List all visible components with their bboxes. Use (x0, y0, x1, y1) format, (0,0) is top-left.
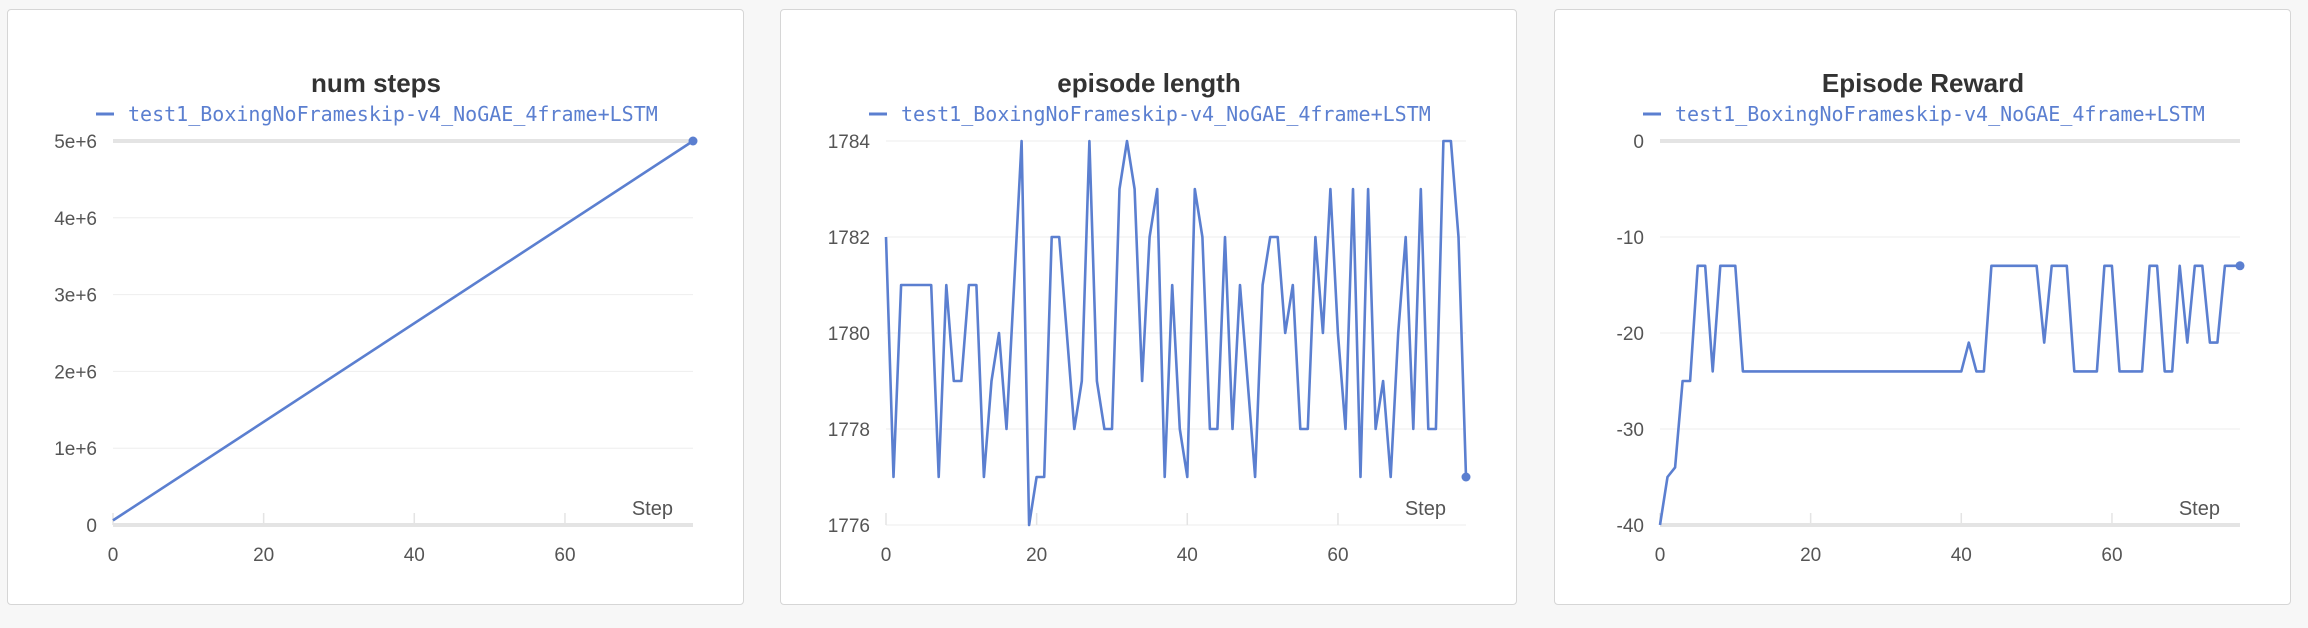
x-tick-label: 60 (554, 545, 575, 566)
y-tick-labels: -40 -30 -20 -10 0 (1617, 132, 1644, 537)
y-tick-label: 1778 (828, 420, 870, 441)
x-axis-label: Step (632, 498, 673, 520)
y-tick-label: -10 (1617, 228, 1644, 249)
x-tick-label: 20 (1800, 545, 1821, 566)
x-tick-label: 20 (1026, 545, 1047, 566)
y-tick-label: -40 (1617, 516, 1644, 537)
y-tick-label: 1776 (828, 516, 870, 537)
x-axis-label: Step (1405, 498, 1446, 520)
legend-label: test1_BoxingNoFrameskip-v4_NoGAE_4frame+… (128, 102, 658, 126)
x-tick-labels: 0 20 40 60 (108, 545, 576, 566)
x-tick-marks (885, 513, 1339, 525)
x-tick-label: 20 (253, 545, 274, 566)
y-tick-label: 1782 (828, 228, 870, 249)
chart-svg: episode length test1_BoxingNoFrameskip-v… (828, 68, 1471, 566)
x-tick-label: 40 (404, 545, 425, 566)
gridlines (113, 139, 693, 527)
plot-area[interactable] (884, 139, 1471, 527)
chart-svg: Episode Reward test1_BoxingNoFrameskip-v… (1617, 68, 2245, 566)
x-tick-label: 0 (1655, 545, 1666, 566)
chart-title: num steps (311, 68, 441, 98)
legend-label: test1_BoxingNoFrameskip-v4_NoGAE_4frame+… (901, 102, 1431, 126)
x-tick-label: 40 (1177, 545, 1198, 566)
y-tick-label: -30 (1617, 420, 1644, 441)
chart-panel-episode-reward[interactable]: Episode Reward test1_BoxingNoFrameskip-v… (1554, 9, 2291, 605)
x-tick-marks (112, 513, 566, 525)
y-tick-labels: 0 1e+6 2e+6 3e+6 4e+6 5e+6 (54, 132, 97, 537)
last-point-marker (688, 136, 698, 146)
y-tick-label: 2e+6 (54, 362, 97, 383)
series-line (1658, 264, 2240, 526)
chart-title: Episode Reward (1822, 68, 2024, 98)
x-tick-labels: 0 20 40 60 (1655, 545, 2123, 566)
legend-label: test1_BoxingNoFrameskip-v4_NoGAE_4frame+… (1675, 102, 2205, 126)
chart-svg: num steps test1_BoxingNoFrameskip-v4_NoG… (54, 68, 698, 566)
x-axis-label: Step (2179, 498, 2220, 520)
y-tick-label: 4e+6 (54, 209, 97, 230)
x-tick-label: 0 (108, 545, 119, 566)
chart-panel-num-steps[interactable]: num steps test1_BoxingNoFrameskip-v4_NoG… (7, 9, 744, 605)
y-tick-label: 1e+6 (54, 439, 97, 460)
plot-area[interactable] (1658, 261, 2245, 526)
y-tick-label: 1784 (828, 132, 871, 153)
last-point-marker (2235, 261, 2245, 271)
x-tick-label: 40 (1951, 545, 1972, 566)
series-line (884, 139, 1468, 527)
y-tick-labels: 1776 1778 1780 1782 1784 (828, 132, 871, 537)
series-line (112, 139, 694, 522)
gridlines (1660, 139, 2240, 527)
y-tick-label: 0 (1633, 132, 1644, 153)
y-tick-label: 3e+6 (54, 286, 97, 307)
plot-area[interactable] (112, 136, 698, 522)
y-tick-label: 0 (86, 516, 97, 537)
x-tick-label: 60 (2101, 545, 2122, 566)
chart-panel-episode-length[interactable]: episode length test1_BoxingNoFrameskip-v… (780, 9, 1517, 605)
last-point-marker (1461, 472, 1471, 482)
x-tick-label: 60 (1327, 545, 1348, 566)
chart-title: episode length (1057, 68, 1240, 98)
x-tick-labels: 0 20 40 60 (881, 545, 1349, 566)
y-tick-label: 1780 (828, 324, 870, 345)
x-tick-label: 0 (881, 545, 892, 566)
y-tick-label: 5e+6 (54, 132, 97, 153)
y-tick-label: -20 (1617, 324, 1644, 345)
